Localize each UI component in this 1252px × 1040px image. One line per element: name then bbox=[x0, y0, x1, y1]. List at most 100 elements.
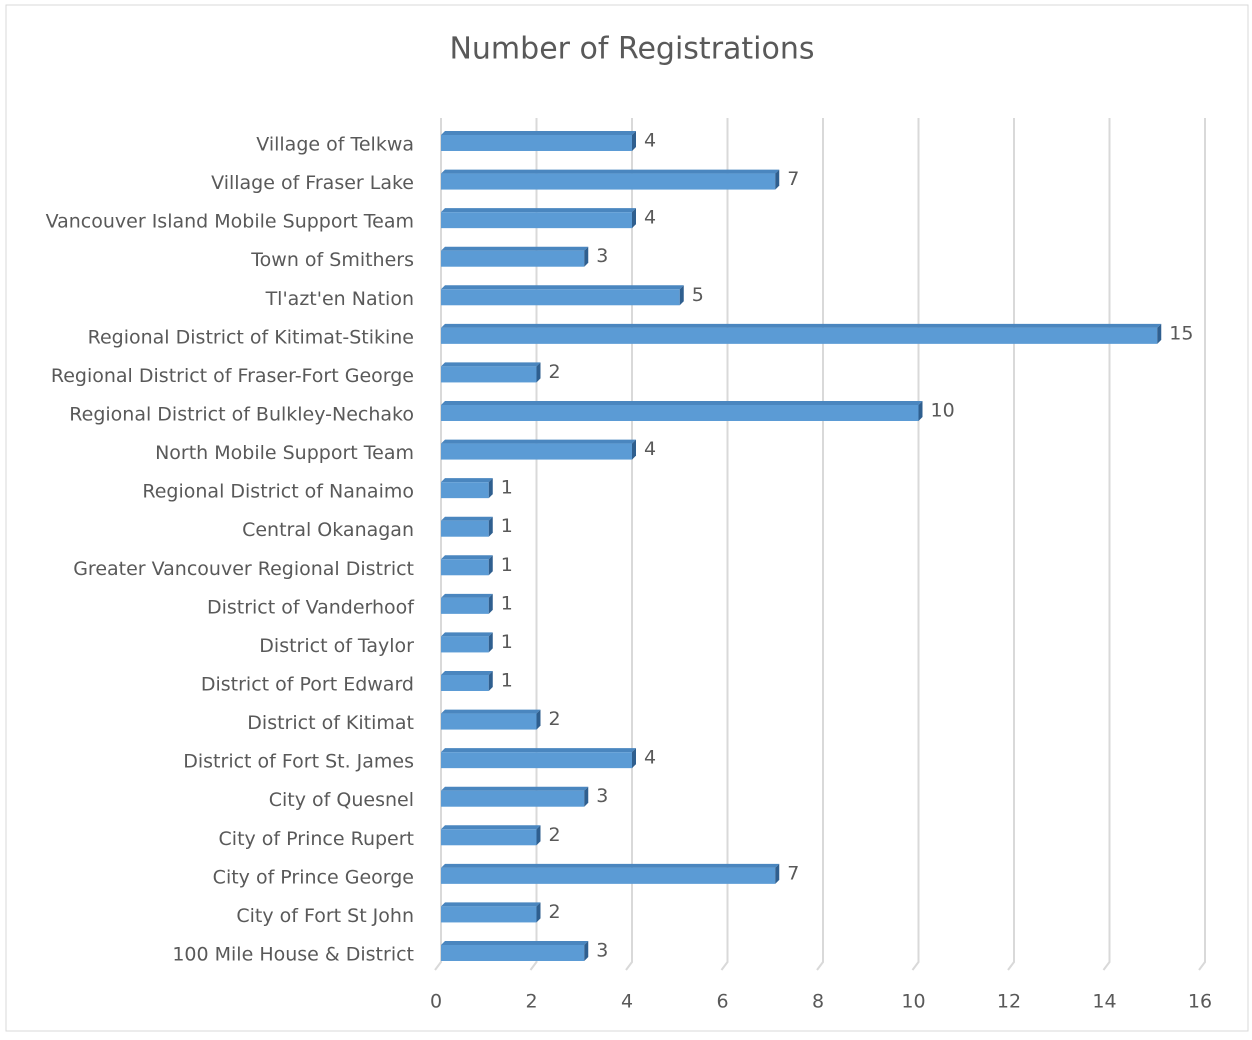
bar-front bbox=[441, 675, 489, 691]
bar-top bbox=[441, 323, 1162, 328]
data-label: 4 bbox=[644, 130, 656, 152]
bar-top bbox=[441, 439, 636, 444]
bar-front bbox=[441, 366, 537, 383]
bar-side bbox=[632, 131, 636, 151]
y-tick-label: District of Fort St. James bbox=[183, 751, 414, 773]
y-tick-label: Regional District of Bulkley-Nechako bbox=[69, 404, 414, 426]
bar-front bbox=[441, 173, 776, 190]
bar-front bbox=[441, 790, 585, 807]
bar-side bbox=[679, 285, 684, 306]
data-label: 2 bbox=[549, 361, 561, 383]
bar-side bbox=[488, 593, 493, 614]
bar-front bbox=[441, 212, 632, 229]
bar-front bbox=[441, 945, 585, 961]
bar-side bbox=[584, 941, 589, 961]
bar bbox=[441, 709, 541, 730]
bar bbox=[441, 285, 684, 306]
bar-side bbox=[584, 786, 589, 807]
bar-top bbox=[441, 863, 780, 868]
bar bbox=[441, 593, 493, 614]
data-label: 1 bbox=[501, 515, 513, 537]
data-label: 1 bbox=[501, 670, 513, 692]
bar-side bbox=[536, 902, 541, 923]
y-tick-label: District of Port Edward bbox=[201, 674, 414, 696]
bar bbox=[441, 941, 589, 961]
data-label: 3 bbox=[596, 785, 608, 807]
y-tick-label: City of Quesnel bbox=[269, 789, 414, 811]
x-tick-label: 8 bbox=[812, 991, 824, 1013]
bar-side bbox=[536, 709, 541, 730]
bar-side bbox=[536, 825, 541, 846]
data-label: 1 bbox=[501, 592, 513, 614]
grid-line bbox=[1198, 118, 1206, 971]
bar-side bbox=[488, 478, 493, 499]
bar-front bbox=[441, 250, 585, 267]
y-tick-label: Village of Telkwa bbox=[256, 134, 414, 156]
bar-top bbox=[441, 208, 636, 213]
bar bbox=[441, 439, 636, 460]
data-label: 2 bbox=[549, 824, 561, 846]
bar-front bbox=[441, 636, 489, 653]
data-label: 1 bbox=[501, 554, 513, 576]
bar-front bbox=[441, 906, 537, 923]
bar-top bbox=[441, 362, 541, 367]
y-tick-label: Town of Smithers bbox=[250, 249, 414, 271]
x-tick-label: 2 bbox=[525, 991, 537, 1013]
bar-front bbox=[441, 135, 632, 151]
grid-line bbox=[434, 118, 442, 971]
bar bbox=[441, 786, 589, 807]
bar-side bbox=[488, 671, 493, 691]
bar-front bbox=[441, 829, 537, 846]
bar bbox=[441, 478, 493, 499]
bar-top bbox=[441, 825, 541, 830]
bar-top bbox=[441, 902, 541, 907]
data-label: 4 bbox=[644, 438, 656, 460]
bar-front bbox=[441, 327, 1158, 344]
bar-front bbox=[441, 482, 489, 499]
data-label: 10 bbox=[931, 400, 955, 422]
data-label: 4 bbox=[644, 747, 656, 769]
x-tick-label: 0 bbox=[430, 991, 442, 1013]
data-label: 1 bbox=[501, 631, 513, 653]
bar-side bbox=[1157, 323, 1162, 344]
bar bbox=[441, 169, 780, 190]
grid-line bbox=[911, 118, 920, 971]
grid-line bbox=[529, 118, 538, 971]
grid-line bbox=[1102, 118, 1111, 971]
chart-title: Number of Registrations bbox=[449, 32, 814, 67]
bar-top bbox=[441, 632, 493, 637]
bar-front bbox=[441, 597, 489, 614]
bar-front bbox=[441, 443, 632, 460]
bar-side bbox=[536, 362, 541, 383]
data-label: 7 bbox=[787, 168, 799, 190]
bar-top bbox=[441, 246, 589, 251]
bar-top bbox=[441, 671, 493, 675]
bar-top bbox=[441, 478, 493, 483]
y-tick-label: District of Vanderhoof bbox=[207, 596, 415, 618]
x-tick-label: 4 bbox=[621, 991, 633, 1013]
data-label: 3 bbox=[596, 245, 608, 267]
bar bbox=[441, 555, 493, 576]
data-label: 1 bbox=[501, 477, 513, 499]
bar-top bbox=[441, 169, 780, 174]
bar-side bbox=[488, 555, 493, 576]
y-tick-label: Vancouver Island Mobile Support Team bbox=[46, 211, 414, 233]
y-tick-label: North Mobile Support Team bbox=[155, 442, 414, 464]
bar-top bbox=[441, 401, 923, 405]
bar-top bbox=[441, 941, 589, 945]
bar bbox=[441, 362, 541, 383]
data-label: 4 bbox=[644, 207, 656, 229]
bar-front bbox=[441, 520, 489, 537]
data-label: 3 bbox=[596, 940, 608, 962]
bar-front bbox=[441, 867, 776, 884]
grid-line bbox=[720, 118, 729, 971]
bar-side bbox=[488, 516, 493, 537]
bar-side bbox=[775, 863, 780, 884]
bar-top bbox=[441, 593, 493, 598]
x-tick-label: 12 bbox=[997, 991, 1021, 1013]
bar bbox=[441, 748, 636, 769]
data-label: 5 bbox=[692, 284, 704, 306]
y-tick-label: City of Prince George bbox=[213, 866, 414, 888]
bar bbox=[441, 401, 923, 421]
